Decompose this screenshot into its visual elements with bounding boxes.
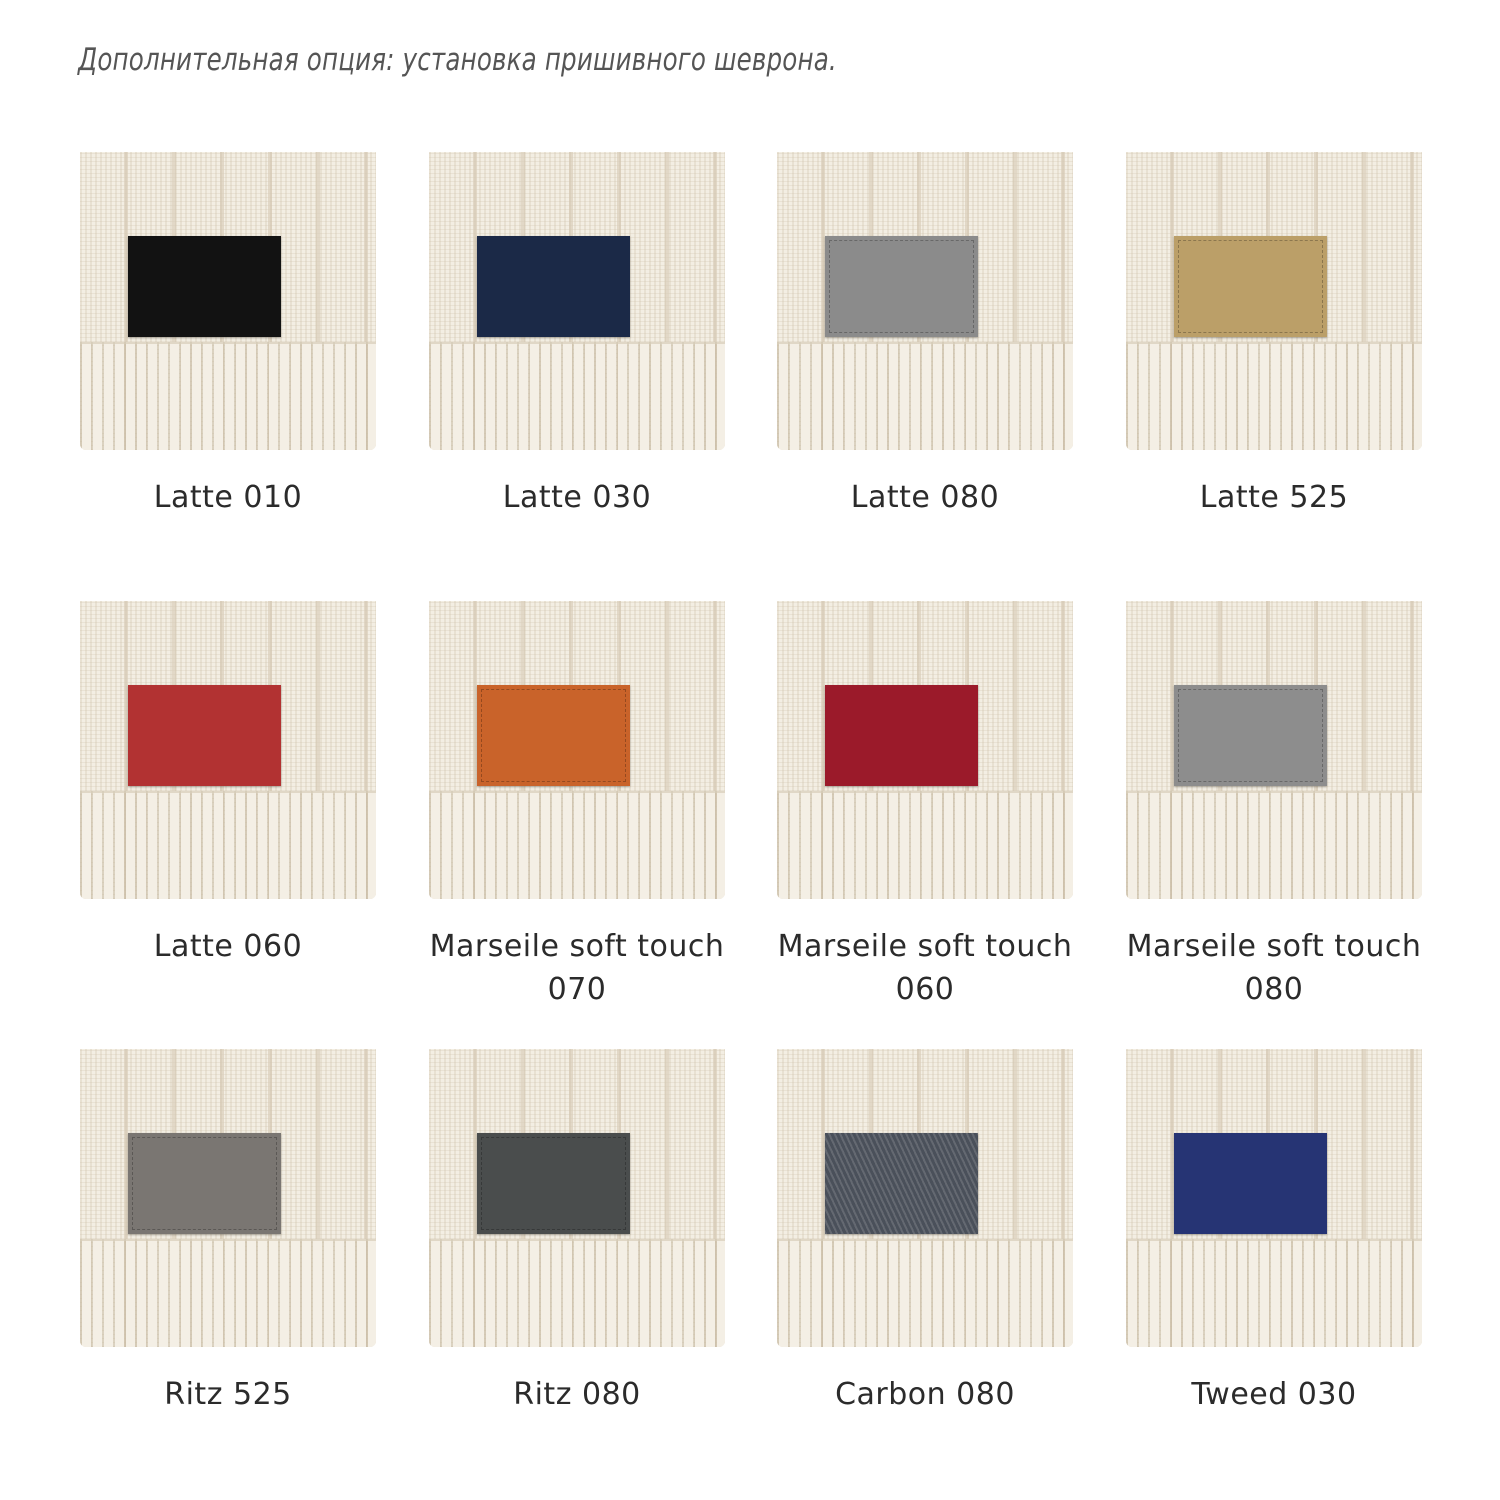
swatch-label-line: Ritz 080	[513, 1377, 641, 1412]
knit-cuff	[1126, 342, 1422, 450]
swatch-label-line: Ritz 525	[164, 1377, 292, 1412]
knit-cuff	[777, 1239, 1073, 1347]
swatch-label-line: Latte 030	[502, 480, 652, 515]
swatch-label: Tweed 030	[1104, 1373, 1444, 1416]
swatch-image	[80, 601, 376, 899]
swatch-label: Latte 030	[407, 476, 747, 519]
swatch-label-line: Marseile soft touch	[1126, 929, 1422, 964]
knit-cuff	[80, 791, 376, 899]
chevron-patch	[477, 1133, 630, 1234]
swatch-image	[80, 1049, 376, 1347]
swatch-label-line: 070	[547, 972, 607, 1007]
knit-cuff	[429, 791, 725, 899]
swatch-label-line: Latte 060	[153, 929, 303, 964]
chevron-patch	[1174, 685, 1327, 786]
chevron-patch	[825, 685, 978, 786]
swatch-label-line: Marseile soft touch	[429, 929, 725, 964]
chevron-patch	[477, 236, 630, 337]
swatch-label: Latte 525	[1104, 476, 1444, 519]
swatch-image	[429, 1049, 725, 1347]
swatch-label: Latte 080	[755, 476, 1095, 519]
swatch-image	[429, 601, 725, 899]
page-title: Дополнительная опция: установка пришивно…	[78, 42, 837, 78]
swatch-label-line: Carbon 080	[835, 1377, 1015, 1412]
swatch-label-line: 060	[895, 972, 955, 1007]
swatch-label-line: 080	[1244, 972, 1304, 1007]
swatch-label: Latte 010	[58, 476, 398, 519]
swatch-label-line: Latte 525	[1199, 480, 1349, 515]
swatch-image	[429, 152, 725, 450]
knit-cuff	[80, 342, 376, 450]
chevron-patch	[1174, 236, 1327, 337]
swatch-image	[1126, 601, 1422, 899]
swatch-label: Marseile soft touch 070	[407, 925, 747, 1011]
knit-cuff	[777, 791, 1073, 899]
swatch-image	[777, 152, 1073, 450]
swatch-label: Marseile soft touch 060	[755, 925, 1095, 1011]
knit-cuff	[1126, 1239, 1422, 1347]
swatch-image	[777, 601, 1073, 899]
swatch-label: Carbon 080	[755, 1373, 1095, 1416]
swatch-image	[1126, 152, 1422, 450]
swatch-label: Ritz 525	[58, 1373, 398, 1416]
knit-cuff	[429, 342, 725, 450]
chevron-patch	[128, 1133, 281, 1234]
chevron-patch	[825, 236, 978, 337]
swatch-image	[80, 152, 376, 450]
chevron-patch	[1174, 1133, 1327, 1234]
chevron-patch	[128, 685, 281, 786]
swatch-label-line: Latte 080	[850, 480, 1000, 515]
swatch-label: Ritz 080	[407, 1373, 747, 1416]
swatch-image	[777, 1049, 1073, 1347]
knit-cuff	[1126, 791, 1422, 899]
chevron-patch	[477, 685, 630, 786]
swatch-label-line: Tweed 030	[1191, 1377, 1357, 1412]
chevron-patch	[825, 1133, 978, 1234]
swatch-label: Marseile soft touch 080	[1104, 925, 1444, 1011]
swatch-label-line: Latte 010	[153, 480, 303, 515]
swatch-label-line: Marseile soft touch	[777, 929, 1073, 964]
chevron-patch	[128, 236, 281, 337]
knit-cuff	[777, 342, 1073, 450]
swatch-image	[1126, 1049, 1422, 1347]
knit-cuff	[80, 1239, 376, 1347]
swatch-label: Latte 060	[58, 925, 398, 968]
knit-cuff	[429, 1239, 725, 1347]
